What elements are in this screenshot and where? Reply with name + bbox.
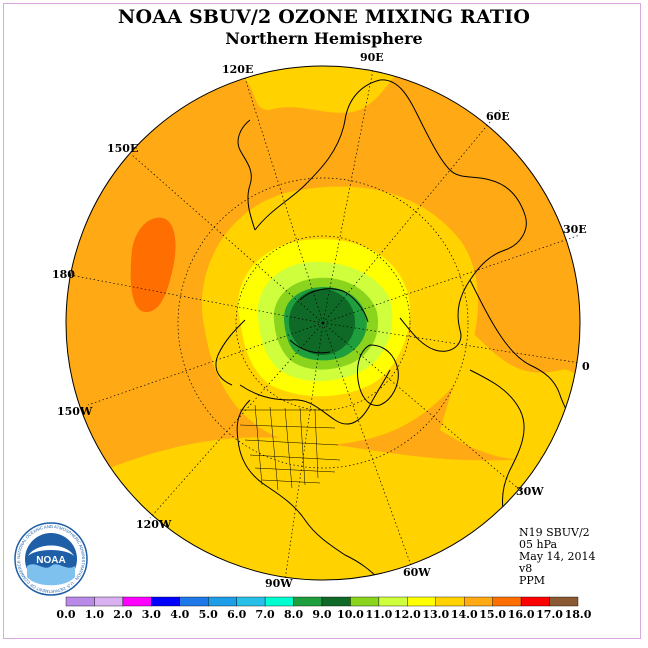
label-lon-90w: 90W: [265, 577, 293, 590]
coast-north-america: [236, 399, 381, 580]
colorbar-tick-label: 11.0: [365, 608, 393, 621]
colorbar-tick-label: 9.0: [312, 608, 332, 621]
chart-subtitle: Northern Hemisphere: [225, 29, 423, 48]
colorbar: [65, 596, 579, 607]
colorbar-tick-label: 4.0: [170, 608, 190, 621]
colorbar-tick-label: 12.0: [393, 608, 421, 621]
meridian-30w: [322, 322, 521, 491]
colorbar-tick-label: 7.0: [255, 608, 275, 621]
colorbar-swatch: [435, 596, 465, 607]
colorbar-tick-label: 10.0: [337, 608, 364, 621]
info-satellite: N19 SBUV/2: [519, 526, 590, 539]
colorbar-tick-label: 15.0: [479, 608, 507, 621]
graticule: [69, 69, 581, 581]
noaa-logo-text: NOAA: [36, 555, 65, 566]
colorbar-swatch: [264, 596, 294, 607]
meridian-120e: [244, 77, 324, 324]
figure-frame: [3, 3, 641, 639]
meridian-150w: [87, 322, 324, 406]
colorbar-tick-label: 1.0: [84, 608, 105, 621]
label-lon-120w: 120W: [136, 518, 172, 531]
map-boundary: [65, 65, 581, 581]
colorbar-tick-label: 0.0: [56, 608, 76, 621]
meridian-90w: [284, 322, 324, 581]
meridian-60w: [322, 322, 413, 569]
coast-arctic: [289, 288, 369, 354]
info-date: May 14, 2014: [519, 550, 596, 563]
label-lon-0: 0: [582, 360, 590, 373]
latitude-circle-45: [177, 177, 469, 469]
field-level-13-14-east: [440, 330, 580, 460]
colorbar-swatch: [492, 596, 522, 607]
coast-alaska: [215, 319, 246, 386]
label-lon-60w: 60W: [403, 566, 431, 579]
label-lon-60e: 60E: [486, 110, 510, 123]
colorbar-tick-label: 3.0: [141, 608, 161, 621]
label-lon-30e: 30E: [563, 223, 587, 236]
coast-eurasia: [254, 79, 527, 352]
label-lon-150e: 150E: [107, 142, 139, 155]
colorbar-swatch: [122, 596, 152, 607]
colorbar-swatch: [208, 596, 237, 607]
meridian-0: [322, 322, 581, 364]
latitude-circle-60: [235, 235, 411, 411]
colorbar-swatch: [549, 596, 579, 607]
colorbar-tick-label: 6.0: [227, 608, 247, 621]
label-lon-90e: 90E: [360, 51, 384, 64]
chart-title: NOAA SBUV/2 OZONE MIXING RATIO: [117, 6, 531, 28]
usa-borders: [239, 404, 341, 491]
colorbar-swatch: [293, 596, 323, 607]
label-lon-120e: 120E: [222, 63, 254, 76]
colorbar-tick-label: 16.0: [507, 608, 535, 621]
meridian-90e: [322, 69, 374, 324]
field-level-13-14-north: [240, 66, 400, 113]
label-lon-180: 180: [52, 268, 75, 281]
info-units: PPM: [519, 574, 546, 587]
colorbar-swatch: [321, 596, 351, 607]
label-lon-30w: 30W: [516, 485, 544, 498]
colorbar-swatch: [94, 596, 124, 607]
info-version: v8: [519, 562, 533, 575]
info-level: 05 hPa: [519, 538, 558, 551]
noaa-logo: NOAA NATIONAL OCEANIC AND ATMOSPHERIC AD…: [14, 522, 88, 596]
colorbar-tick-label: 2.0: [113, 608, 133, 621]
colorbar-tick-label: 18.0: [564, 608, 592, 621]
colorbar-swatch: [179, 596, 209, 607]
colorbar-swatch: [65, 596, 95, 607]
colorbar-swatch: [378, 596, 408, 607]
meridian-30e: [322, 234, 581, 324]
colorbar-swatch: [464, 596, 493, 607]
meridian-120w: [149, 322, 324, 519]
coast-canada: [239, 369, 391, 425]
colorbar-swatch: [151, 596, 180, 607]
coast-greenland: [357, 344, 399, 406]
info-block: N19 SBUV/2 05 hPa May 14, 2014 v8 PPM: [519, 527, 596, 587]
meridian-180: [69, 274, 324, 324]
colorbar-swatch: [520, 596, 550, 607]
coast-east-asia: [237, 119, 256, 231]
colorbar-tick-label: 13.0: [422, 608, 450, 621]
coast-africa: [469, 369, 525, 541]
colorbar-swatch: [350, 596, 380, 607]
colorbar-tick-label: 17.0: [536, 608, 563, 621]
label-lon-150w: 150W: [57, 405, 93, 418]
colorbar-tick-label: 14.0: [450, 608, 478, 621]
colorbar-swatch: [236, 596, 266, 607]
colorbar-tick-label: 8.0: [283, 608, 304, 621]
colorbar-swatch: [407, 596, 436, 607]
colorbar-tick-label: 5.0: [198, 608, 218, 621]
